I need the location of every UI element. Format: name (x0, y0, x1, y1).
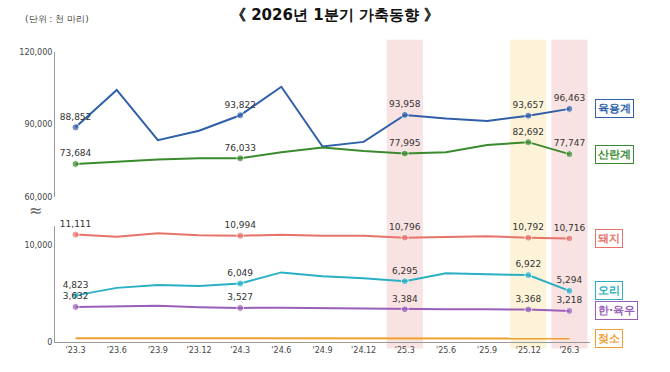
svg-text:77,995: 77,995 (389, 138, 421, 148)
svg-text:10,000: 10,000 (24, 241, 52, 250)
svg-text:'23.12: '23.12 (186, 346, 211, 355)
svg-text:120,000: 120,000 (19, 48, 52, 57)
svg-text:(단위 : 천 마리): (단위 : 천 마리) (25, 14, 89, 24)
svg-text:오리: 오리 (598, 284, 620, 297)
svg-text:0: 0 (47, 338, 52, 347)
svg-text:돼지: 돼지 (598, 232, 620, 245)
svg-text:90,000: 90,000 (24, 120, 52, 129)
svg-text:5,294: 5,294 (557, 275, 583, 285)
svg-text:60,000: 60,000 (24, 193, 52, 202)
svg-text:10,796: 10,796 (389, 222, 421, 232)
svg-text:≈: ≈ (29, 201, 42, 220)
svg-text:'25.3: '25.3 (395, 346, 415, 355)
svg-text:'23.9: '23.9 (148, 346, 168, 355)
svg-text:'23.3: '23.3 (66, 346, 86, 355)
svg-text:10,792: 10,792 (513, 222, 545, 232)
svg-text:10,994: 10,994 (224, 220, 256, 230)
svg-text:'25.6: '25.6 (436, 346, 456, 355)
svg-text:《 2026년 1분기 가축동향 》: 《 2026년 1분기 가축동향 》 (231, 6, 439, 24)
svg-text:6,049: 6,049 (227, 268, 253, 278)
svg-text:3,368: 3,368 (515, 294, 541, 304)
svg-text:77,747: 77,747 (554, 138, 586, 148)
svg-text:73,684: 73,684 (60, 148, 92, 158)
svg-text:3,632: 3,632 (63, 291, 89, 301)
svg-text:6,922: 6,922 (515, 259, 541, 269)
svg-text:'24.3: '24.3 (230, 346, 250, 355)
svg-text:88,852: 88,852 (60, 112, 92, 122)
svg-text:10,716: 10,716 (554, 223, 586, 233)
svg-text:'24.6: '24.6 (271, 346, 291, 355)
svg-text:'25.12: '25.12 (516, 346, 541, 355)
svg-text:'23.6: '23.6 (107, 346, 127, 355)
svg-text:93,958: 93,958 (389, 99, 421, 109)
svg-text:'24.12: '24.12 (351, 346, 376, 355)
svg-text:4,823: 4,823 (63, 280, 89, 290)
svg-text:11,111: 11,111 (60, 219, 92, 229)
svg-text:96,463: 96,463 (554, 93, 586, 103)
svg-text:3,527: 3,527 (227, 292, 253, 302)
svg-text:'26.3: '26.3 (559, 346, 579, 355)
svg-text:산란계: 산란계 (598, 148, 631, 161)
svg-text:82,692: 82,692 (513, 127, 545, 137)
svg-text:3,218: 3,218 (557, 295, 583, 305)
svg-text:젖소: 젖소 (598, 332, 620, 345)
svg-text:육용계: 육용계 (598, 102, 631, 115)
svg-text:'25.9: '25.9 (477, 346, 497, 355)
svg-text:93,822: 93,822 (224, 100, 256, 110)
svg-text:'24.9: '24.9 (312, 346, 332, 355)
svg-text:한·육우: 한·육우 (598, 304, 635, 317)
svg-text:3,384: 3,384 (392, 294, 418, 304)
svg-text:6,295: 6,295 (392, 266, 418, 276)
svg-text:76,033: 76,033 (224, 143, 256, 153)
svg-text:93,657: 93,657 (513, 100, 545, 110)
